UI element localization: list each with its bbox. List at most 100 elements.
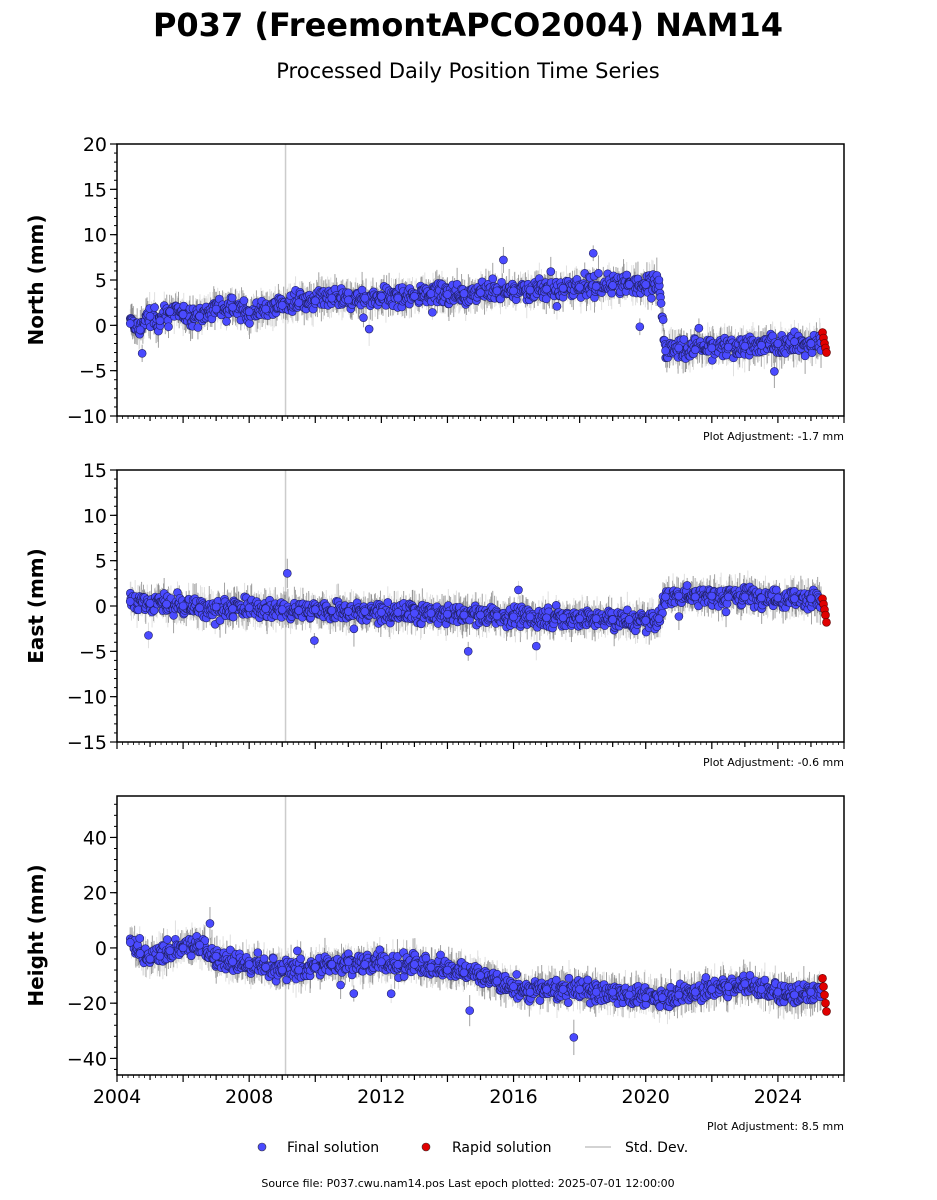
final-point xyxy=(740,592,750,602)
final-point xyxy=(393,293,403,303)
final-point xyxy=(674,591,684,601)
final-point xyxy=(800,351,810,361)
final-point xyxy=(654,275,664,285)
final-point xyxy=(244,603,254,613)
final-point xyxy=(476,610,485,620)
final-point xyxy=(459,610,469,620)
final-point xyxy=(773,339,783,348)
y-axis-label: East (mm) xyxy=(24,548,48,664)
final-point xyxy=(428,308,437,317)
final-point xyxy=(443,290,452,299)
final-point xyxy=(641,616,651,625)
final-point xyxy=(679,335,689,344)
final-point xyxy=(344,607,353,616)
y-tick-label: 10 xyxy=(83,505,107,527)
y-tick-label: 20 xyxy=(83,134,107,156)
plot-area xyxy=(125,796,831,1075)
final-point xyxy=(327,606,337,615)
y-tick-label: 15 xyxy=(83,460,107,482)
plot-area xyxy=(125,470,831,742)
final-point xyxy=(426,289,436,298)
final-point xyxy=(227,293,237,303)
y-tick-label: −5 xyxy=(79,641,107,663)
final-point xyxy=(594,268,603,278)
final-point xyxy=(145,598,155,608)
final-point xyxy=(162,599,171,609)
final-point xyxy=(393,608,403,617)
final-point xyxy=(492,611,502,621)
final-point xyxy=(591,614,601,623)
final-point xyxy=(790,594,799,604)
final-point xyxy=(193,323,203,332)
final-point xyxy=(137,349,147,358)
final-point xyxy=(164,322,173,332)
final-point xyxy=(364,324,374,334)
y-tick-label: 10 xyxy=(83,225,107,247)
final-point xyxy=(674,343,684,353)
final-point xyxy=(623,605,632,615)
final-point xyxy=(150,303,159,312)
rapid-point xyxy=(821,610,830,620)
y-tick-label: −10 xyxy=(67,687,107,709)
std-dev-bars xyxy=(129,245,822,389)
final-point xyxy=(509,286,518,296)
final-point xyxy=(588,248,598,258)
final-point xyxy=(360,607,370,616)
final-point xyxy=(724,592,733,602)
final-point xyxy=(349,624,359,634)
figure-subtitle: Processed Daily Position Time Series xyxy=(276,59,660,83)
final-point xyxy=(488,274,498,284)
final-point xyxy=(277,301,287,310)
y-tick-label: 5 xyxy=(95,270,107,292)
final-point xyxy=(211,304,221,314)
final-point xyxy=(492,286,502,296)
final-point xyxy=(294,606,304,615)
final-point xyxy=(514,585,523,595)
final-point xyxy=(476,288,485,297)
final-point xyxy=(541,294,551,304)
final-point xyxy=(690,345,700,355)
rapid-solution-points xyxy=(818,594,831,627)
final-point xyxy=(165,307,175,317)
plot-adjustment-label: Plot Adjustment: -1.7 mm xyxy=(703,430,844,443)
panel-east: −15 −10 −5 0 5 10 15 East (mm) Plot Adjustment: … xyxy=(24,460,845,769)
rapid-solution-points xyxy=(818,328,831,357)
final-point xyxy=(195,603,204,613)
final-point xyxy=(277,605,287,614)
final-point xyxy=(542,613,551,623)
final-point xyxy=(624,615,634,624)
final-point xyxy=(591,282,601,291)
final-point xyxy=(624,280,634,289)
final-point xyxy=(575,614,584,623)
final-point xyxy=(344,295,353,305)
final-point xyxy=(757,593,766,603)
y-tick-label: −5 xyxy=(79,361,107,383)
final-point xyxy=(178,310,188,319)
final-point xyxy=(542,284,551,294)
final-point xyxy=(558,613,568,623)
rapid-point xyxy=(822,348,831,357)
final-point xyxy=(546,267,556,276)
final-point xyxy=(261,604,271,614)
final-point xyxy=(125,319,135,328)
final-point xyxy=(806,594,816,604)
final-point xyxy=(239,296,249,305)
final-point xyxy=(244,307,254,317)
final-point xyxy=(463,647,473,656)
final-point xyxy=(410,608,419,618)
final-point xyxy=(647,293,656,303)
final-point xyxy=(773,593,783,603)
final-point xyxy=(532,641,541,651)
final-solution-points xyxy=(125,248,826,376)
final-point xyxy=(359,313,368,322)
final-point xyxy=(757,340,766,350)
final-point xyxy=(135,325,145,335)
y-tick-label: 15 xyxy=(83,179,107,201)
plot-area xyxy=(125,144,831,416)
final-point xyxy=(144,631,153,640)
final-point xyxy=(327,293,337,303)
final-point xyxy=(443,609,452,619)
final-point xyxy=(661,346,670,356)
final-point xyxy=(525,612,535,622)
